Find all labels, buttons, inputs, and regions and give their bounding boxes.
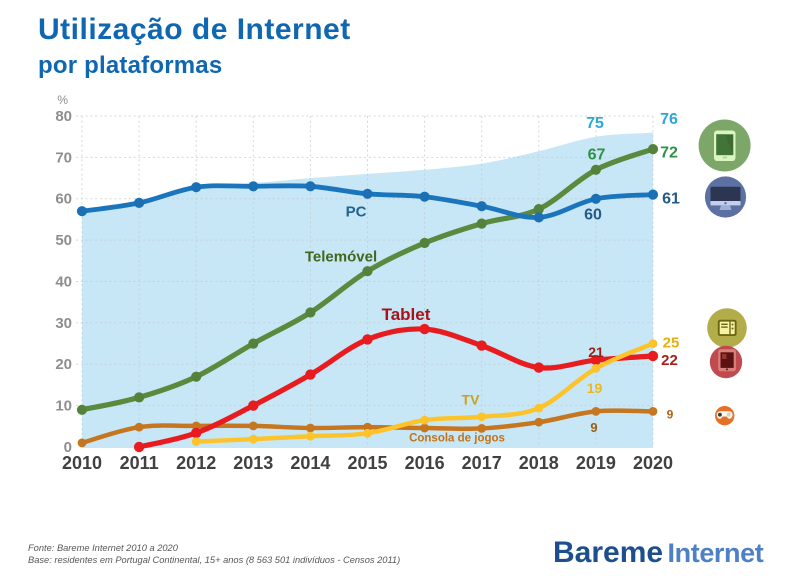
svg-text:2015: 2015 (347, 453, 387, 473)
svg-text:76: 76 (660, 111, 678, 128)
svg-text:9: 9 (667, 408, 674, 422)
svg-text:61: 61 (662, 191, 680, 208)
svg-text:2018: 2018 (519, 453, 559, 473)
svg-text:Telemóvel: Telemóvel (305, 249, 377, 266)
svg-text:21: 21 (588, 344, 604, 360)
svg-text:2014: 2014 (290, 453, 330, 473)
svg-text:25: 25 (663, 335, 680, 352)
svg-text:Tablet: Tablet (382, 305, 431, 324)
svg-text:20: 20 (55, 356, 72, 373)
svg-text:Consola de jogos: Consola de jogos (409, 433, 505, 445)
svg-text:40: 40 (55, 274, 72, 291)
svg-text:%: % (57, 93, 68, 107)
svg-text:9: 9 (590, 420, 597, 435)
svg-text:2012: 2012 (176, 453, 216, 473)
svg-text:2011: 2011 (120, 453, 159, 473)
svg-text:TV: TV (462, 392, 481, 408)
svg-text:2017: 2017 (462, 453, 502, 473)
svg-text:2010: 2010 (62, 453, 102, 473)
svg-text:60: 60 (584, 207, 602, 224)
svg-text:70: 70 (55, 149, 72, 166)
svg-text:72: 72 (660, 144, 678, 161)
svg-text:60: 60 (55, 191, 72, 208)
svg-text:80: 80 (55, 108, 72, 125)
svg-text:PC: PC (346, 204, 367, 221)
svg-text:50: 50 (55, 232, 72, 249)
svg-text:2019: 2019 (576, 453, 616, 473)
svg-text:2016: 2016 (405, 453, 445, 473)
svg-text:75: 75 (586, 115, 604, 132)
svg-text:2020: 2020 (633, 453, 673, 473)
svg-text:30: 30 (55, 315, 72, 332)
svg-text:2013: 2013 (233, 453, 273, 473)
svg-text:22: 22 (661, 352, 678, 369)
svg-text:19: 19 (587, 380, 603, 396)
svg-text:10: 10 (55, 398, 72, 415)
svg-text:0: 0 (64, 439, 72, 456)
svg-text:67: 67 (588, 147, 606, 164)
